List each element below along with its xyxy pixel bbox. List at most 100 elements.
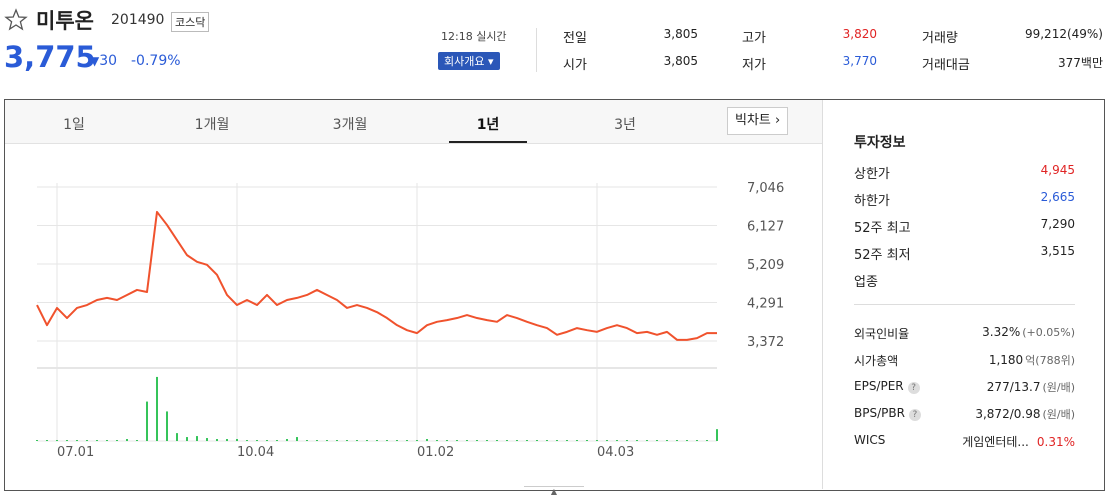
- volume-bar: [236, 439, 238, 441]
- volume-bar: [656, 440, 658, 441]
- invest-label: 52주 최고: [854, 221, 911, 236]
- volume-bar: [506, 440, 508, 441]
- volume-bar: [406, 440, 408, 441]
- invest-label: 시가총액: [854, 354, 899, 368]
- x-tick-label: 10.04: [237, 445, 274, 460]
- invest-label: EPS/PER?: [854, 379, 920, 394]
- volume-bar: [516, 440, 518, 441]
- volume-bar: [146, 401, 148, 441]
- volume-bar: [306, 440, 308, 441]
- tab[interactable]: 1개월: [194, 117, 230, 133]
- invest-value: 게임엔터테...: [962, 435, 1029, 449]
- volume-bar: [186, 437, 188, 441]
- tab[interactable]: 1일: [63, 117, 85, 133]
- quote-label: 거래량: [922, 31, 958, 46]
- tab-underline: [449, 141, 527, 143]
- invest-value: 3.32%: [982, 325, 1021, 339]
- volume-bar: [76, 440, 78, 441]
- quote-value: 3,805: [663, 54, 698, 68]
- x-tick-label: 04.03: [597, 445, 634, 460]
- quote-value: 99,212(49%): [1024, 27, 1103, 41]
- quote-label: 전일: [563, 31, 587, 46]
- divider: [536, 28, 537, 72]
- invest-value-wrap: 277/13.7 (원/배): [987, 379, 1075, 395]
- price: 3,775: [4, 40, 96, 74]
- y-tick-label: 3,372: [747, 335, 784, 350]
- volume-bar: [56, 440, 58, 441]
- x-tick-label: 07.01: [57, 445, 94, 460]
- help-icon[interactable]: ?: [907, 382, 920, 394]
- tab-active[interactable]: 1년: [476, 117, 500, 133]
- invest-panel: 투자정보 상한가 4,945 하한가 2,665 52주 최고 7,290 52주 최저 3,…: [822, 100, 1104, 489]
- volume-bar: [636, 440, 638, 441]
- volume-bar: [316, 440, 318, 441]
- volume-bar: [436, 440, 438, 441]
- volume-bar: [136, 440, 138, 441]
- invest-value-wrap: 게임엔터테... 0.31%: [962, 433, 1075, 450]
- invest-value-wrap: 3,872/0.98 (원/배): [975, 406, 1075, 422]
- help-icon[interactable]: ?: [908, 409, 921, 421]
- change-pct: -0.79%: [131, 53, 181, 69]
- stock-code: 201490: [111, 12, 165, 28]
- invest-value-wrap: 3.32% (+0.05%): [982, 325, 1075, 339]
- invest-unit: 0.31%: [1036, 435, 1075, 449]
- tab[interactable]: 3년: [614, 117, 636, 133]
- price-line: [36, 210, 717, 341]
- volume-bar: [566, 440, 568, 441]
- volume-bar: [686, 440, 688, 441]
- volume-bar: [696, 440, 698, 441]
- company-button[interactable]: 회사개요 ▾: [438, 52, 500, 70]
- market-badge: 코스닥: [171, 12, 210, 32]
- invest-label: 상한가: [854, 167, 890, 182]
- invest-value: 1,180: [988, 353, 1024, 367]
- volume-bar: [366, 440, 368, 441]
- tab[interactable]: 3개월: [332, 117, 368, 133]
- star-icon[interactable]: [4, 8, 28, 32]
- volume-bar: [606, 440, 608, 441]
- quote-value: 3,770: [842, 54, 877, 68]
- volume-bar: [456, 440, 458, 441]
- volume-bar: [126, 439, 128, 441]
- volume-bar: [286, 439, 288, 441]
- volume-bar: [596, 440, 598, 441]
- big-chart-label: 빅차트: [735, 113, 771, 128]
- quote-label: 거래대금: [922, 58, 970, 73]
- volume-bar: [706, 440, 708, 441]
- y-tick-label: 5,209: [747, 258, 784, 273]
- quote-value: 3,820: [842, 27, 877, 41]
- x-tick-label: 01.02: [417, 445, 454, 460]
- invest-value: 277/13.7: [986, 380, 1041, 394]
- invest-value: 2,665: [1040, 190, 1075, 204]
- volume-bar: [336, 440, 338, 441]
- collapse-handle[interactable]: ▲: [524, 486, 584, 496]
- volume-bar: [66, 440, 68, 441]
- volume-bar: [176, 433, 178, 441]
- volume-bar: [156, 376, 158, 441]
- company-button-label: 회사개요: [444, 55, 485, 68]
- time: 12:18 실시간: [441, 30, 507, 43]
- volume-bar: [346, 440, 348, 441]
- invest-label: BPS/PBR?: [854, 406, 921, 421]
- invest-value: 3,515: [1040, 244, 1075, 258]
- volume-bar: [386, 440, 388, 441]
- volume-bar: [36, 440, 38, 441]
- invest-unit: (+0.05%): [1022, 326, 1075, 339]
- quote-value: 377백만: [1058, 56, 1103, 70]
- volume-bar: [256, 440, 258, 441]
- volume-bar: [666, 440, 668, 441]
- invest-value: 7,290: [1040, 217, 1075, 231]
- invest-label: WICS: [854, 433, 886, 447]
- chart: 7,046 6,127 5,209 4,291 3,372 07.01 10.04 01.02…: [36, 181, 784, 460]
- volume-bar: [416, 440, 418, 441]
- volume-bar: [196, 436, 198, 441]
- big-chart-button[interactable]: 빅차트 ›: [727, 107, 789, 135]
- invest-label: 외국인비율: [854, 327, 910, 341]
- volume-bar: [496, 440, 498, 441]
- period-tabs: 1일 1개월 3개월 1년 3년 빅차트 ›: [5, 100, 822, 144]
- volume-bar: [476, 440, 478, 441]
- volume-bar: [326, 440, 328, 441]
- volume-bar: [586, 440, 588, 441]
- y-tick-label: 7,046: [747, 181, 784, 196]
- volume-bar: [426, 439, 428, 441]
